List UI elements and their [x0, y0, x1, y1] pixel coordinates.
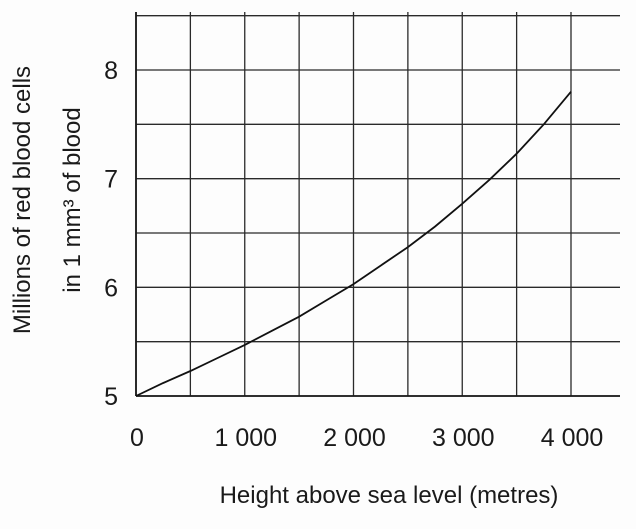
x-tick-label: 2 000: [323, 424, 386, 452]
y-tick-labels: 5 6 7 8: [104, 57, 118, 411]
x-axis-label: Height above sea level (metres): [220, 482, 559, 509]
x-tick-label: 3 000: [432, 424, 495, 452]
y-axis-label-line1: Millions of red blood cells: [9, 66, 36, 334]
grid: [135, 12, 620, 397]
y-axis-label: Millions of red blood cells in 1 mm³ of …: [9, 66, 86, 334]
y-tick-label: 8: [104, 57, 118, 85]
data-curve: [135, 91, 572, 397]
x-tick-label: 4 000: [541, 424, 604, 452]
y-tick-label: 6: [104, 274, 118, 302]
x-tick-labels: 0 1 000 2 000 3 000 4 000: [130, 424, 603, 452]
y-axis-label-line2: in 1 mm³ of blood: [59, 107, 86, 292]
x-tick-label: 1 000: [214, 424, 277, 452]
y-tick-label: 5: [104, 383, 118, 411]
x-tick-label: 0: [130, 424, 144, 452]
y-tick-label: 7: [104, 166, 118, 194]
